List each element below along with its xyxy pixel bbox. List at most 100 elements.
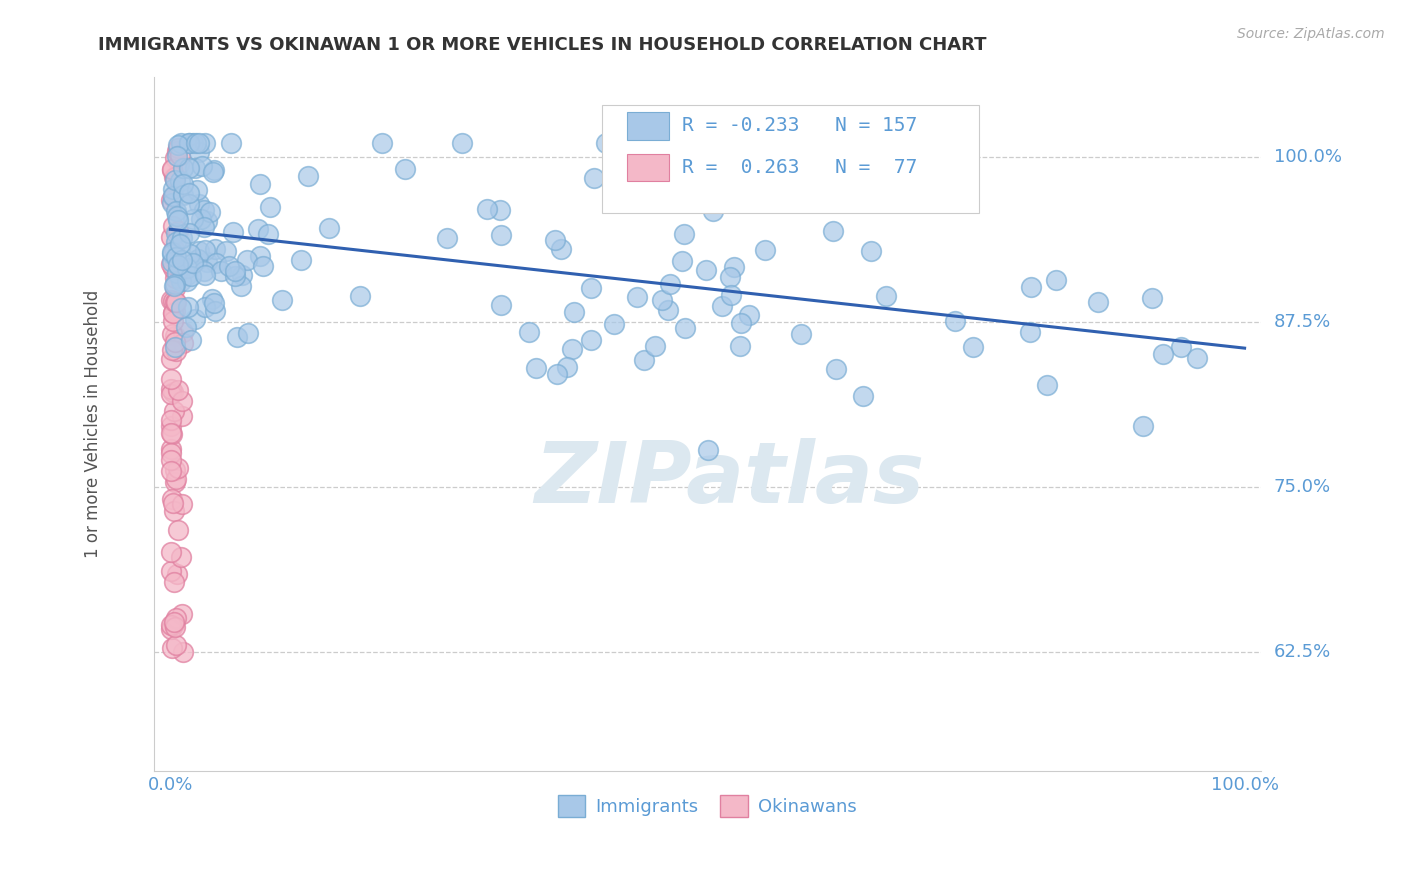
Point: [1132, 418, 1154, 433]
Point: [165, 226, 187, 240]
Point: [249, 177, 271, 191]
Point: [167, 258, 190, 272]
Point: [170, 409, 193, 423]
Point: [166, 149, 188, 163]
Point: [603, 317, 626, 331]
Point: [169, 148, 191, 162]
Point: [201, 292, 224, 306]
Point: [962, 341, 984, 355]
Point: [172, 161, 194, 176]
Point: [165, 638, 187, 652]
Point: [162, 190, 184, 204]
Point: [165, 170, 187, 185]
Point: [160, 622, 183, 636]
Point: [163, 329, 186, 343]
Point: [633, 353, 655, 368]
Point: [561, 343, 583, 357]
Text: R =  0.263: R = 0.263: [682, 158, 800, 178]
Point: [162, 255, 184, 269]
Point: [162, 326, 184, 341]
Point: [167, 137, 190, 152]
Point: [1019, 280, 1042, 294]
Point: [1170, 340, 1192, 354]
Point: [943, 313, 966, 327]
Point: [169, 136, 191, 151]
Point: [162, 247, 184, 261]
Point: [202, 296, 225, 310]
Point: [1019, 325, 1042, 339]
Point: [184, 136, 207, 151]
Point: [172, 607, 194, 621]
Point: [163, 295, 186, 310]
Point: [673, 227, 696, 241]
Point: [176, 268, 198, 282]
Point: [162, 219, 184, 233]
Point: [238, 326, 260, 340]
Point: [165, 268, 187, 282]
Bar: [627, 112, 669, 140]
Point: [201, 165, 224, 179]
Point: [162, 293, 184, 308]
Point: [180, 269, 202, 284]
Point: [160, 442, 183, 456]
Point: [163, 475, 186, 489]
Point: [177, 301, 200, 315]
Point: [181, 256, 204, 270]
Point: [176, 261, 198, 276]
Point: [162, 574, 184, 589]
Point: [193, 264, 215, 278]
Point: [859, 244, 882, 258]
Point: [738, 308, 761, 322]
Point: [394, 161, 416, 176]
Point: [166, 523, 188, 537]
Point: [194, 268, 217, 282]
Point: [659, 277, 682, 291]
Point: [165, 151, 187, 165]
Point: [730, 316, 752, 330]
Point: [546, 367, 568, 381]
Point: [450, 136, 472, 151]
Point: [163, 617, 186, 632]
Point: [162, 188, 184, 202]
Point: [720, 288, 742, 302]
Point: [194, 300, 217, 314]
Point: [160, 162, 183, 177]
Point: [436, 231, 458, 245]
Point: [695, 263, 717, 277]
Point: [371, 136, 394, 151]
Point: [163, 462, 186, 476]
Point: [172, 645, 194, 659]
Point: [183, 311, 205, 326]
Point: [214, 244, 236, 259]
Point: [218, 259, 240, 273]
Point: [1142, 291, 1164, 305]
Point: [187, 252, 209, 267]
Point: [160, 229, 183, 244]
Point: [163, 615, 186, 629]
Point: [579, 333, 602, 347]
Point: [162, 161, 184, 176]
Point: [252, 259, 274, 273]
Text: 62.5%: 62.5%: [1274, 643, 1331, 661]
Point: [160, 640, 183, 655]
Point: [160, 419, 183, 434]
Point: [583, 170, 606, 185]
Point: [190, 212, 212, 227]
Point: [718, 270, 741, 285]
Point: [160, 382, 183, 396]
Point: [177, 136, 200, 151]
Point: [162, 384, 184, 399]
Point: [229, 279, 252, 293]
Point: [170, 550, 193, 565]
Point: [181, 211, 204, 226]
Point: [163, 504, 186, 518]
Point: [165, 610, 187, 624]
Point: [170, 274, 193, 288]
Point: [162, 243, 184, 257]
Point: [177, 161, 200, 175]
Point: [167, 224, 190, 238]
Point: [165, 304, 187, 318]
Point: [163, 620, 186, 634]
Point: [318, 220, 340, 235]
Point: [190, 160, 212, 174]
